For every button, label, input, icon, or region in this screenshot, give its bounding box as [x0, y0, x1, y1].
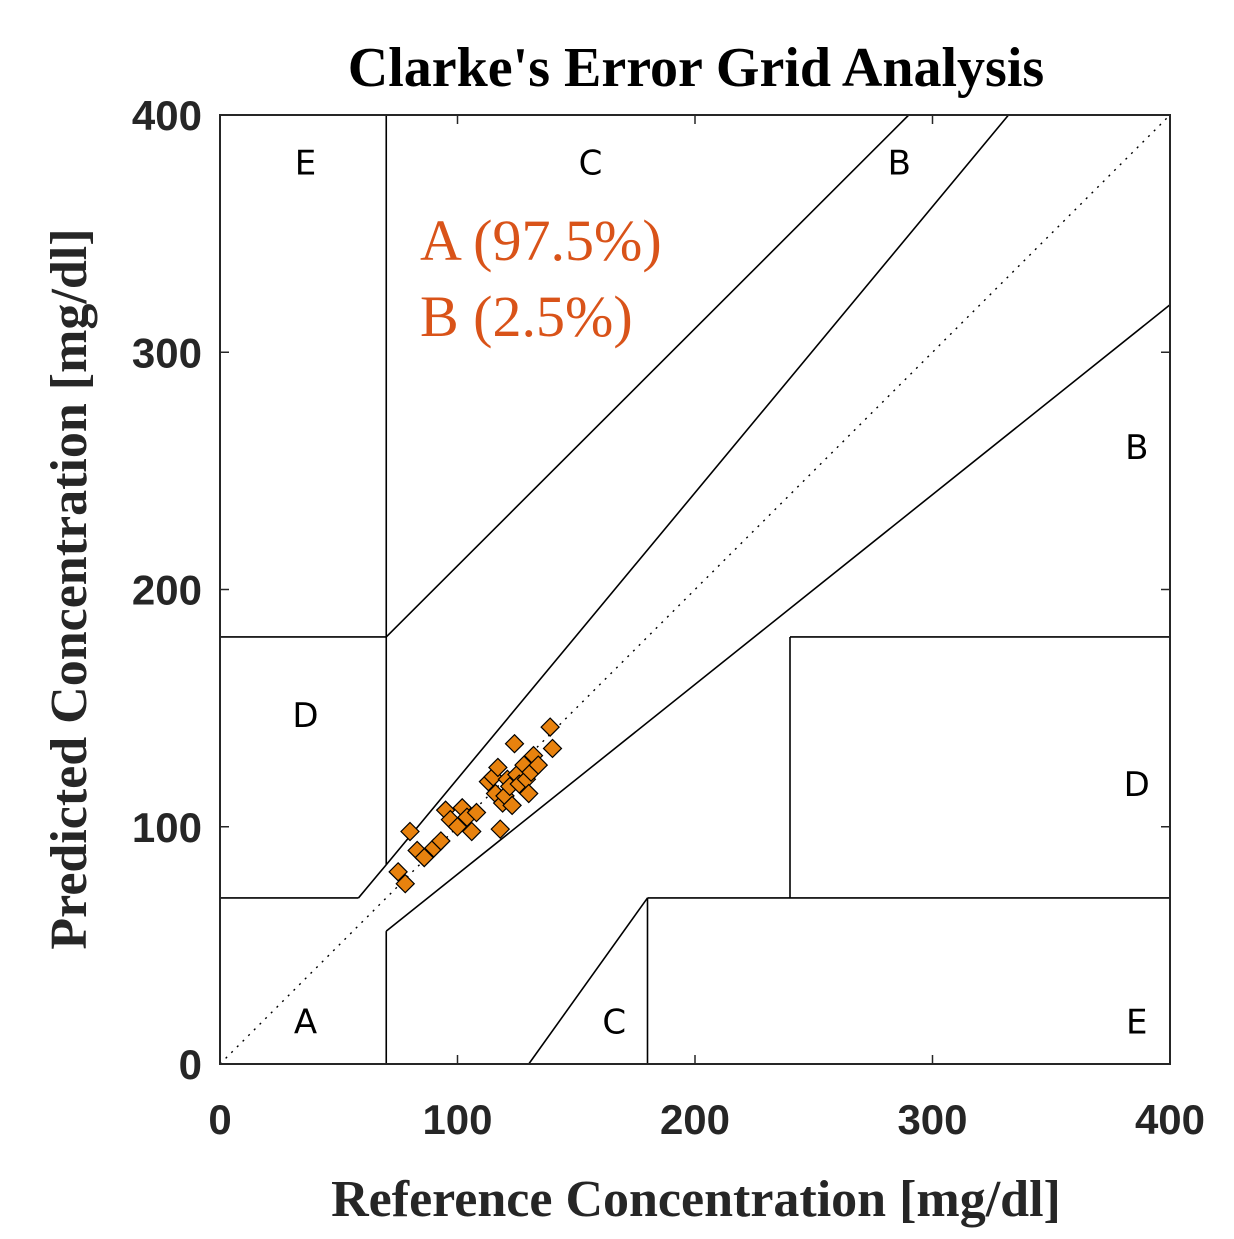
zone-labels: E C B B D D A C E: [292, 143, 1149, 1042]
error-grid-zone-lines: [220, 114, 1171, 1065]
zone-boundary-line-1: [385, 304, 1171, 932]
scatter-point: [466, 802, 487, 823]
x-tick-label: 0: [208, 1096, 231, 1143]
scatter-point: [540, 717, 560, 737]
x-axis-label: Reference Concentration [mg/dl]: [331, 1171, 1061, 1228]
x-tick-label: 300: [897, 1096, 967, 1143]
scatter-point: [502, 795, 522, 816]
scatter-point: [504, 733, 525, 754]
zone-label-e: E: [1126, 1002, 1147, 1042]
scatter-point: [488, 757, 508, 778]
zone-label-c: C: [579, 143, 603, 183]
scatter-point: [388, 861, 408, 882]
zone-boundary-line-3: [357, 864, 387, 899]
scatter-point: [490, 819, 511, 839]
x-tick-label: 200: [660, 1096, 730, 1143]
axis-ticks: 0 100 200 300 400 0 100 200 300 400: [132, 92, 1205, 1143]
zone-label-b: B: [888, 143, 911, 183]
zone-boundary-line-6: [385, 114, 910, 638]
y-tick-label: 300: [132, 329, 202, 376]
zone-label-a: A: [294, 1002, 317, 1042]
zone-label-d: D: [1124, 765, 1150, 805]
zone-label-e: E: [295, 143, 316, 183]
zone-label-b: B: [1125, 428, 1148, 468]
scatter-point: [528, 755, 549, 775]
zone-label-d: D: [292, 696, 318, 736]
zone-label-c: C: [602, 1002, 626, 1042]
y-tick-label: 400: [132, 92, 202, 139]
scatter-point: [542, 738, 563, 759]
zone-boundary-line-5: [385, 114, 1010, 866]
y-tick-label: 200: [132, 567, 202, 614]
scatter-point: [447, 816, 468, 837]
scatter-point: [461, 821, 482, 842]
identity-diagonal-line: [219, 114, 1171, 1065]
y-axis-label: Predicted Concentration [mg/dl]: [41, 228, 98, 949]
scatter-points: [388, 717, 563, 894]
y-tick-label: 0: [179, 1041, 202, 1088]
zone-b-percentage-annotation: B (2.5%): [420, 284, 633, 349]
chart-title: Clarke's Error Grid Analysis: [348, 37, 1044, 99]
scatter-point: [414, 847, 435, 868]
zone-boundary-line-8: [528, 897, 649, 1065]
scatter-point: [395, 873, 416, 894]
scatter-point: [431, 831, 451, 851]
scatter-point: [400, 821, 420, 842]
zone-a-percentage-annotation: A (97.5%): [420, 208, 662, 273]
scatter-point: [518, 783, 539, 804]
y-tick-label: 100: [132, 804, 202, 851]
x-tick-label: 400: [1135, 1096, 1205, 1143]
x-tick-label: 100: [422, 1096, 492, 1143]
